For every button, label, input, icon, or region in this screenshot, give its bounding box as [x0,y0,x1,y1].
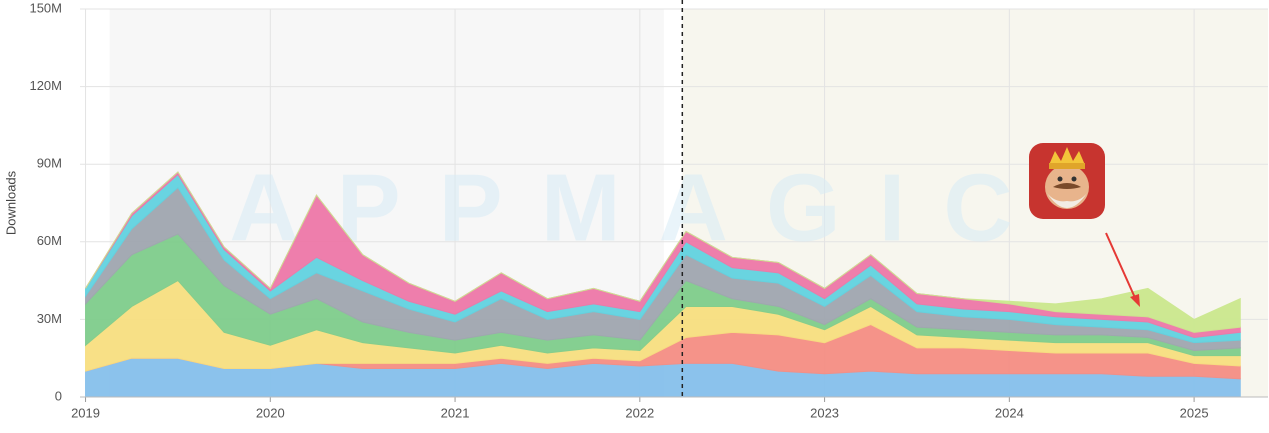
x-tick-label: 2025 [1180,405,1209,420]
watermark: APPMAGIC [229,154,1050,261]
y-axis-label: Downloads [3,170,18,235]
y-tick-label: 120M [29,78,62,93]
y-tick-label: 60M [37,233,62,248]
foreground: 0 30M 60M 90M 120M 150M 2019 2020 2021 2022 2023 20… [29,0,1268,420]
y-tick-label: 30M [37,311,62,326]
arrow [1105,232,1140,307]
x-tick-label: 2021 [441,405,470,420]
x-tick-label: 2023 [810,405,839,420]
x-tick-label: 2024 [995,405,1024,420]
x-tick-label: 2022 [625,405,654,420]
y-tick-label: 90M [37,156,62,171]
y-tick-label: 0 [55,388,62,403]
areas [85,171,1241,398]
x-tick-label: 2020 [256,405,285,420]
y-tick-label: 150M [29,0,62,15]
x-tick-label: 2019 [71,405,100,420]
area [85,171,1241,333]
app-icon [1029,143,1105,219]
